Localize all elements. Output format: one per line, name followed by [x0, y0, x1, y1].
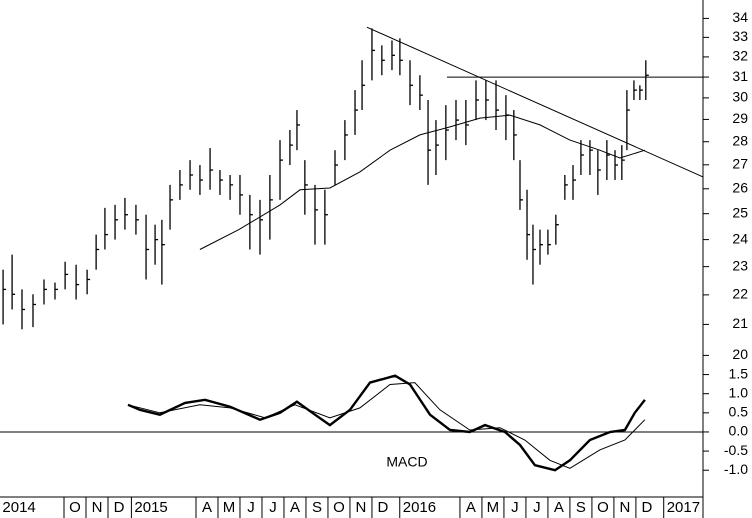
- y-tick-label: 26: [732, 179, 748, 195]
- x-tick-label: 2016: [403, 499, 436, 516]
- x-tick-label: O: [597, 499, 609, 516]
- x-tick-label: O: [333, 499, 345, 516]
- x-tick-label: J: [269, 499, 277, 516]
- x-tick-label: M: [487, 499, 500, 516]
- macd-line: [127, 374, 646, 472]
- y-tick-label: 33: [732, 28, 748, 44]
- y-tick-label: 31: [732, 68, 748, 84]
- x-tick-label: N: [619, 499, 630, 516]
- y-tick-label: 32: [732, 48, 748, 64]
- moving-average: [199, 114, 646, 250]
- y-tick-label: -1.0: [724, 461, 748, 477]
- y-tick-label: 25: [732, 204, 748, 220]
- x-tick-label: O: [69, 499, 81, 516]
- x-tick-label: N: [92, 499, 103, 516]
- y-tick-label: 0.5: [729, 404, 749, 420]
- y-tick-label: 1.0: [729, 384, 749, 400]
- y-tick-label: 23: [732, 257, 748, 273]
- x-tick-label: A: [290, 499, 300, 516]
- x-tick-label: A: [554, 499, 564, 516]
- y-tick-label: -0.5: [724, 442, 748, 458]
- x-tick-label: D: [378, 499, 389, 516]
- y-tick-label: 21: [732, 315, 748, 331]
- macd-line: [127, 382, 646, 469]
- x-tick-label: M: [223, 499, 236, 516]
- y-tick-label: 0.0: [729, 423, 749, 439]
- x-tick-label: A: [202, 499, 212, 516]
- y-tick-label: 1.5: [729, 365, 749, 381]
- x-tick-label: D: [114, 499, 125, 516]
- x-tick-label: D: [641, 499, 652, 516]
- x-tick-label: N: [356, 499, 367, 516]
- x-tick-label: J: [533, 499, 541, 516]
- x-tick-label: S: [312, 499, 322, 516]
- y-tick-label: 29: [732, 110, 748, 126]
- trendline: [366, 26, 704, 178]
- y-tick-label: 30: [732, 89, 748, 105]
- x-tick-label: A: [466, 499, 476, 516]
- x-tick-label: 2017: [667, 499, 700, 516]
- x-tick-label: 2014: [2, 499, 35, 516]
- y-tick-label: 27: [732, 156, 748, 172]
- y-tick-label: 24: [732, 230, 748, 246]
- y-tick-label: 28: [732, 132, 748, 148]
- x-tick-label: S: [576, 499, 586, 516]
- x-tick-label: J: [511, 499, 519, 516]
- y-tick-label: 22: [732, 286, 748, 302]
- y-tick-label: 34: [732, 9, 748, 25]
- annotation: MACD: [386, 454, 427, 470]
- y-tick-label: 20: [732, 346, 748, 362]
- x-tick-label: J: [247, 499, 255, 516]
- x-tick-label: 2015: [134, 499, 167, 516]
